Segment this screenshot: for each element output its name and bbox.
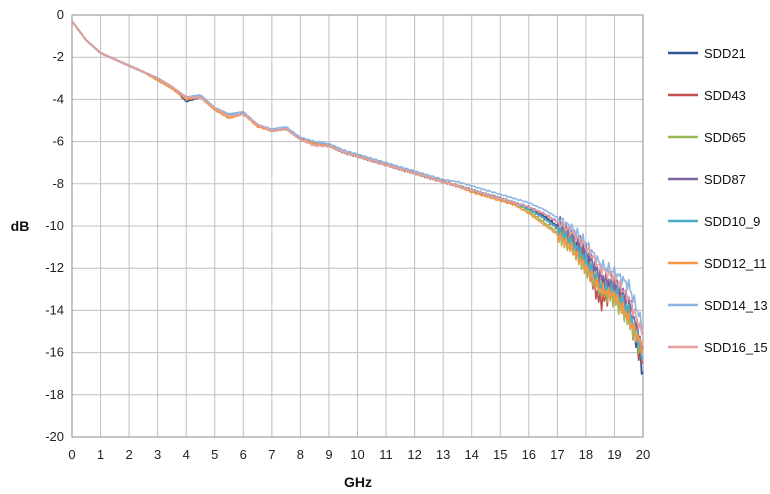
legend-label: SDD16_15 bbox=[704, 340, 768, 355]
x-tick-label: 13 bbox=[436, 447, 450, 462]
x-tick-label: 7 bbox=[268, 447, 275, 462]
x-tick-label: 19 bbox=[607, 447, 621, 462]
legend: SDD21 SDD43 SDD65 SDD87 SDD10_9 SDD12_11 SDD14… bbox=[668, 46, 768, 355]
x-tick-label: 15 bbox=[493, 447, 507, 462]
y-tick-label: -6 bbox=[52, 134, 64, 149]
y-tick-label: -10 bbox=[45, 218, 64, 233]
y-tick-label: 0 bbox=[57, 7, 64, 22]
x-tick-label: 18 bbox=[579, 447, 593, 462]
x-axis-ticks: 0 1 2 3 4 5 6 7 8 9 10 11 12 13 14 15 16 17 18 19 20 bbox=[68, 447, 650, 462]
y-axis-title: dB bbox=[11, 218, 30, 234]
x-tick-label: 4 bbox=[183, 447, 190, 462]
x-tick-label: 8 bbox=[297, 447, 304, 462]
y-axis-ticks: 0 -2 -4 -6 -8 -10 -12 -14 -16 -18 -20 bbox=[45, 7, 64, 444]
plot-area bbox=[71, 20, 644, 375]
x-tick-label: 14 bbox=[464, 447, 478, 462]
x-tick-label: 10 bbox=[350, 447, 364, 462]
plot-border bbox=[71, 14, 644, 438]
legend-item: SDD43 bbox=[668, 88, 746, 103]
legend-item: SDD65 bbox=[668, 130, 746, 145]
x-tick-label: 5 bbox=[211, 447, 218, 462]
legend-item: SDD10_9 bbox=[668, 214, 760, 229]
x-tick-label: 11 bbox=[379, 447, 393, 462]
y-tick-label: -16 bbox=[45, 345, 64, 360]
y-tick-label: -12 bbox=[45, 260, 64, 275]
y-tick-label: -18 bbox=[45, 387, 64, 402]
x-tick-label: 9 bbox=[325, 447, 332, 462]
legend-label: SDD65 bbox=[704, 130, 746, 145]
y-tick-label: -14 bbox=[45, 302, 64, 317]
x-tick-label: 12 bbox=[407, 447, 421, 462]
y-tick-label: -2 bbox=[52, 49, 64, 64]
legend-item: SDD87 bbox=[668, 172, 746, 187]
x-tick-label: 16 bbox=[522, 447, 536, 462]
legend-label: SDD12_11 bbox=[704, 256, 767, 271]
x-axis-title: GHz bbox=[344, 474, 372, 490]
x-tick-label: 0 bbox=[68, 447, 75, 462]
legend-label: SDD43 bbox=[704, 88, 746, 103]
legend-item: SDD21 bbox=[668, 46, 746, 61]
legend-label: SDD87 bbox=[704, 172, 746, 187]
x-tick-label: 1 bbox=[97, 447, 104, 462]
x-tick-label: 2 bbox=[125, 447, 132, 462]
legend-item: SDD14_13 bbox=[668, 298, 768, 313]
x-tick-label: 3 bbox=[154, 447, 161, 462]
x-tick-label: 6 bbox=[240, 447, 247, 462]
legend-label: SDD21 bbox=[704, 46, 746, 61]
y-tick-label: -8 bbox=[52, 176, 64, 191]
y-tick-label: -20 bbox=[45, 429, 64, 444]
x-tick-label: 17 bbox=[550, 447, 564, 462]
grid bbox=[71, 14, 644, 438]
y-tick-label: -4 bbox=[52, 91, 64, 106]
x-tick-label: 20 bbox=[636, 447, 650, 462]
series-line-sdd16_15 bbox=[71, 21, 644, 337]
legend-item: SDD16_15 bbox=[668, 340, 768, 355]
legend-label: SDD14_13 bbox=[704, 298, 768, 313]
legend-item: SDD12_11 bbox=[668, 256, 767, 271]
legend-label: SDD10_9 bbox=[704, 214, 760, 229]
